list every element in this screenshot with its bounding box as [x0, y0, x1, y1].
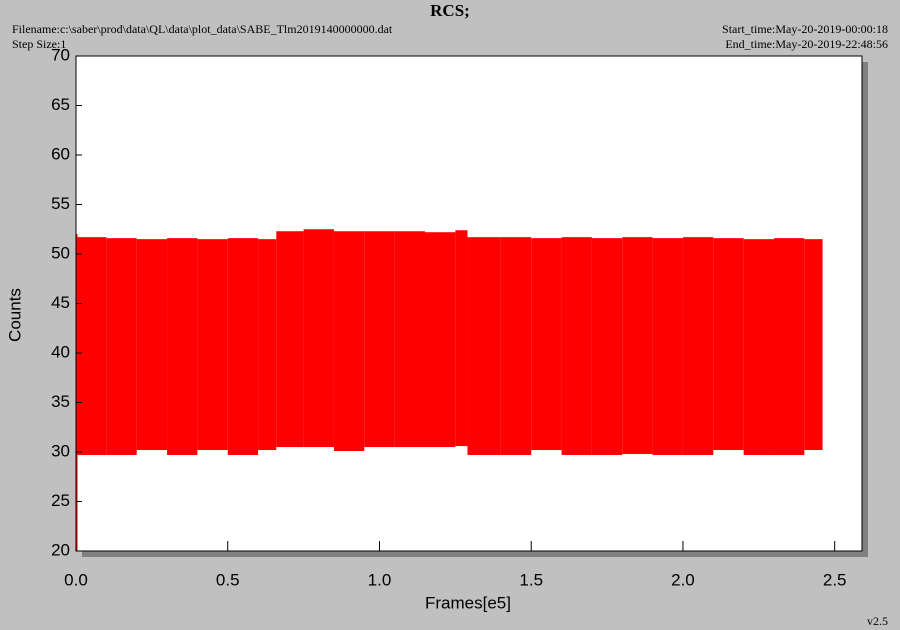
range-bar: [258, 239, 277, 451]
y-tick-label: 35: [51, 392, 70, 411]
range-bar: [500, 237, 532, 455]
range-bar: [227, 238, 259, 455]
y-tick-label: 45: [51, 293, 70, 312]
range-bar: [76, 234, 78, 551]
range-bar: [467, 237, 501, 455]
range-bar: [561, 237, 592, 455]
range-bar: [424, 232, 456, 448]
y-tick-label: 50: [51, 243, 70, 262]
range-bar: [652, 238, 683, 455]
chart-title: RCS;: [430, 1, 470, 20]
y-tick-label: 25: [51, 491, 70, 510]
range-bar: [394, 231, 425, 448]
x-tick-label: 1.0: [368, 570, 392, 589]
range-bar: [682, 237, 714, 455]
x-tick-label: 0.0: [64, 570, 88, 589]
range-bar: [455, 230, 468, 447]
x-tick-label: 0.5: [216, 570, 240, 589]
y-tick-label: 20: [51, 540, 70, 559]
range-bar: [531, 238, 562, 451]
y-tick-label: 40: [51, 342, 70, 361]
y-tick-label: 30: [51, 441, 70, 460]
x-tick-label: 2.0: [671, 570, 695, 589]
y-tick-label: 65: [51, 95, 70, 114]
range-bar: [773, 238, 805, 455]
y-axis-label: Counts: [5, 288, 24, 342]
range-bar: [276, 231, 304, 448]
version: v2.5: [867, 614, 888, 628]
range-bar: [303, 229, 334, 448]
step-size: Step Size:1: [12, 37, 66, 51]
range-bar: [591, 238, 623, 455]
y-tick-label: 55: [51, 194, 70, 213]
x-tick-label: 2.5: [823, 570, 847, 589]
filename: Filename:c:\saber\prod\data\QL\data\plot…: [12, 22, 393, 36]
range-bar: [333, 231, 365, 452]
range-bar: [136, 239, 168, 451]
end-time: End_time:May-20-2019-22:48:56: [725, 37, 888, 51]
range-bar: [106, 238, 137, 455]
x-axis-label: Frames[e5]: [425, 593, 511, 612]
range-bar: [743, 239, 774, 455]
y-tick-label: 70: [51, 45, 70, 64]
range-bar: [167, 238, 198, 455]
range-bar: [77, 237, 107, 455]
range-bar: [197, 239, 228, 451]
range-bar: [713, 238, 744, 451]
x-tick-label: 1.5: [519, 570, 543, 589]
range-bar: [364, 231, 395, 448]
start-time: Start_time:May-20-2019-00:00:18: [722, 22, 888, 36]
y-tick-label: 60: [51, 144, 70, 163]
range-bar: [804, 239, 823, 451]
range-bar: [622, 237, 653, 454]
